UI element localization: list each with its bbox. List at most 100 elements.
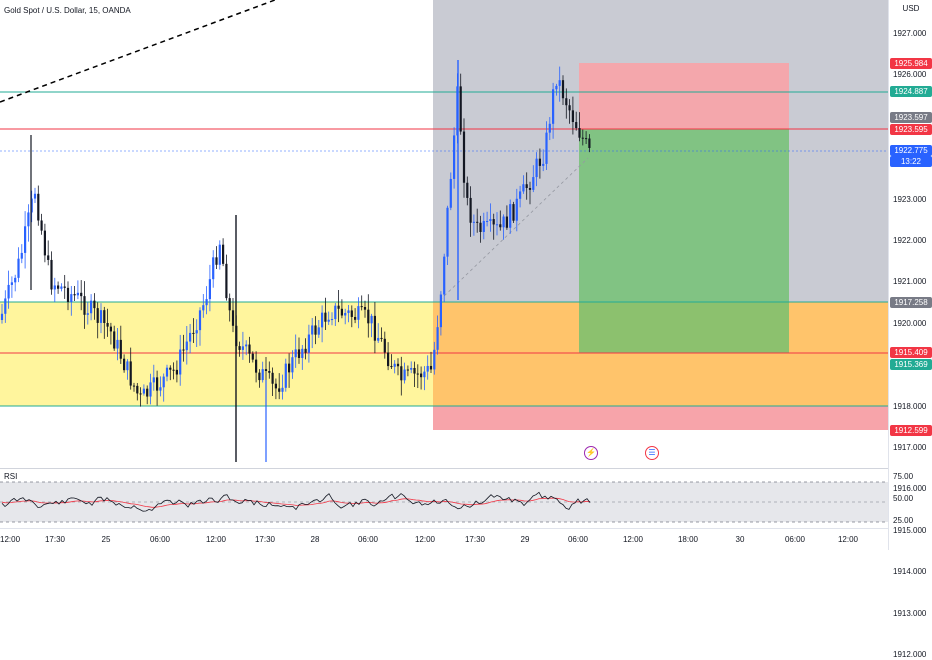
candle-body [360, 306, 363, 308]
candle-body [479, 222, 482, 232]
candle-body [370, 315, 373, 324]
symbol-title[interactable]: Gold Spot / U.S. Dollar, 15, OANDA [4, 6, 131, 15]
candle-body [489, 219, 492, 221]
candle-body [291, 357, 294, 373]
time-tick: 06:00 [149, 535, 171, 544]
candle-body [301, 348, 304, 358]
rsi-pane[interactable]: RSI [0, 468, 888, 529]
candle-body [311, 325, 314, 335]
candle-body [116, 339, 119, 349]
candle-body [27, 212, 30, 227]
candle-body [212, 257, 215, 280]
candle-body [24, 226, 27, 253]
candle-body [165, 367, 169, 377]
candle-body [383, 338, 386, 353]
candle-body [83, 296, 86, 315]
currency-label[interactable]: USD [902, 4, 920, 13]
rsi-label[interactable]: RSI [4, 472, 18, 481]
price-tick: 1920.000 [893, 318, 927, 328]
candle-body [255, 359, 258, 373]
candle-body [169, 367, 172, 370]
candle-body [103, 310, 106, 324]
candle-body [195, 330, 198, 334]
candle-body [482, 221, 485, 232]
candle-body [532, 177, 535, 190]
candle-body [321, 312, 324, 328]
chart-canvas[interactable] [0, 0, 888, 467]
candle-body [400, 366, 403, 381]
candle-body [327, 319, 330, 322]
candle-body [558, 80, 561, 86]
candle-body [30, 198, 33, 213]
price-tick: 1927.000 [893, 29, 927, 38]
candle-body [73, 294, 76, 296]
candle-body [314, 325, 317, 335]
candle-body [14, 277, 17, 283]
candle-body [420, 373, 423, 378]
time-tick: 28 [310, 535, 320, 544]
candle-body [245, 344, 248, 347]
candle-body [317, 327, 320, 335]
candle-body [123, 358, 126, 371]
candle-body [568, 105, 571, 111]
candle-body [40, 220, 43, 231]
candle-body [433, 349, 436, 370]
candle-body [17, 258, 20, 278]
candle-body [63, 286, 66, 288]
candle-body [469, 197, 472, 223]
candle-body [152, 377, 155, 383]
candle-body [581, 137, 584, 139]
candle-body [380, 337, 383, 339]
candle-body [393, 363, 396, 367]
lightning-icon[interactable]: ⚡ [584, 446, 598, 460]
candle-body [446, 207, 449, 257]
candle-body [284, 363, 287, 388]
candle-body [462, 131, 466, 183]
candle-body [225, 263, 228, 299]
time-tick: 06:00 [784, 535, 806, 544]
candle-body [271, 372, 274, 384]
candle-body [443, 256, 446, 295]
time-tick: 25 [101, 535, 111, 544]
candle-body [205, 299, 208, 306]
time-tick: 12:00 [837, 535, 859, 544]
candle-body [139, 393, 142, 395]
price-tick: 1918.000 [893, 401, 927, 411]
price-tick: 1915.000 [893, 525, 927, 535]
us-flag-icon[interactable]: ☰ [645, 446, 659, 460]
candle-body [96, 308, 99, 323]
price-axis[interactable]: USD 1927.0001926.0001925.0001924.0001923… [888, 0, 932, 659]
time-tick: 30 [735, 535, 745, 544]
candle-body [149, 382, 152, 397]
candle-body [76, 292, 79, 296]
candle-body [215, 257, 218, 265]
candle-body [132, 385, 136, 387]
rsi-tick: 75.00 [893, 472, 914, 481]
price-label: 1915.369 [890, 359, 932, 370]
price-chart[interactable]: Gold Spot / U.S. Dollar, 15, OANDA ⚡ ☰ [0, 0, 888, 467]
candle-body [377, 337, 380, 341]
price-tick: 1921.000 [893, 277, 927, 287]
candle-body [466, 182, 469, 198]
candle-body [390, 366, 393, 368]
candle-body [357, 306, 360, 320]
candle-body [50, 259, 53, 290]
time-tick: 17:30 [464, 535, 486, 544]
candle-body [20, 252, 23, 259]
candle-body [297, 349, 301, 358]
candle-body [294, 349, 297, 358]
candle-body [10, 282, 13, 285]
time-axis[interactable]: 12:00 17:30 25 06:00 12:00 17:30 28 06:00 12:00 1… [0, 528, 888, 551]
candle-body [264, 369, 268, 371]
candle-body [146, 388, 149, 397]
candle-body [185, 341, 188, 351]
candle-body [522, 184, 525, 192]
price-label: 1923.595 [890, 124, 932, 135]
candle-body [575, 122, 578, 129]
candle-body [344, 312, 347, 316]
candle-body [347, 310, 350, 313]
candle-body [189, 332, 192, 342]
candle-body [66, 287, 70, 303]
rsi-tick: 25.00 [893, 516, 914, 525]
candle-body [354, 316, 357, 320]
